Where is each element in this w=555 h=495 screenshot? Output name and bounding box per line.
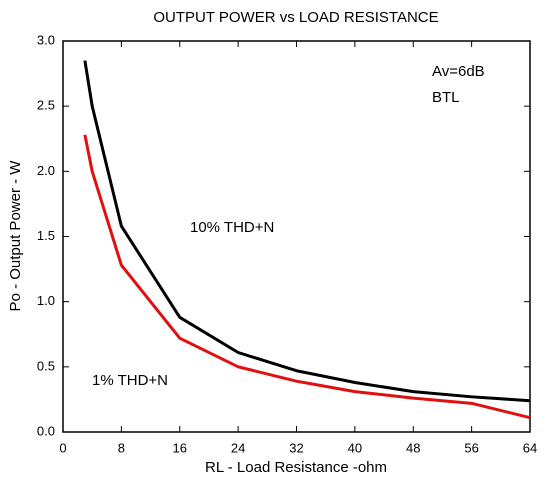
x-axis-label: RL - Load Resistance -ohm (205, 459, 387, 476)
x-tick-label: 40 (348, 440, 362, 455)
series-label: 10% THD+N (190, 219, 274, 236)
y-tick-label: 0.5 (37, 358, 55, 373)
y-axis-label: Po - Output Power - W (7, 160, 24, 312)
series-line (83, 60, 531, 403)
y-tick-label: 2.0 (37, 163, 55, 178)
x-tick-label: 8 (118, 440, 125, 455)
x-tick-label: 64 (523, 440, 537, 455)
annotation: Av=6dB (432, 63, 485, 80)
x-tick-label: 16 (173, 440, 187, 455)
series-label: 1% THD+N (92, 372, 168, 389)
x-tick-label: 0 (59, 440, 66, 455)
x-tick-label: 48 (406, 440, 420, 455)
y-tick-label: 1.0 (37, 293, 55, 308)
x-tick-label: 56 (464, 440, 478, 455)
series-line (83, 134, 531, 420)
annotation: BTL (432, 89, 460, 106)
y-tick-label: 1.5 (37, 228, 55, 243)
chart-title: OUTPUT POWER vs LOAD RESISTANCE (153, 9, 438, 26)
y-tick-label: 2.5 (37, 98, 55, 113)
x-tick-label: 32 (289, 440, 303, 455)
x-tick-label: 24 (231, 440, 245, 455)
y-tick-label: 0.0 (37, 423, 55, 438)
y-tick-label: 3.0 (37, 32, 55, 47)
